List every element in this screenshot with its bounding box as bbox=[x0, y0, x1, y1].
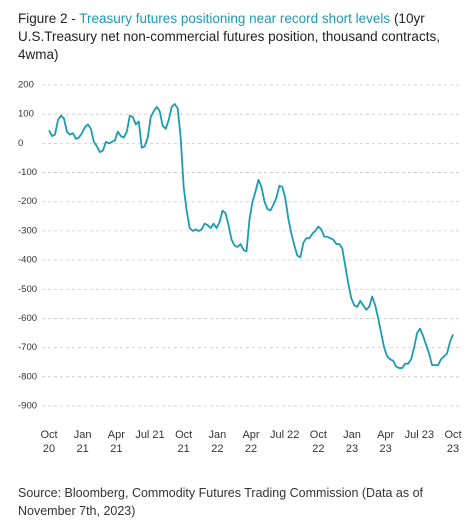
x-tick-label: Apr 23 bbox=[377, 429, 395, 455]
source-note: Source: Bloomberg, Commodity Futures Tra… bbox=[18, 486, 424, 518]
y-tick-label: -600 bbox=[18, 313, 37, 324]
y-tick-label: 0 bbox=[18, 138, 23, 149]
y-tick-label: -900 bbox=[18, 401, 37, 412]
y-tick-label: -300 bbox=[18, 225, 37, 236]
x-tick-label: Oct 21 bbox=[175, 429, 193, 455]
y-tick-label: -500 bbox=[18, 284, 37, 295]
x-tick-label: Jan 23 bbox=[343, 429, 361, 455]
x-tick-label: Jul 23 bbox=[404, 429, 434, 441]
y-tick-label: -200 bbox=[18, 196, 37, 207]
y-tick-label: -700 bbox=[18, 342, 37, 353]
x-tick-label: Oct 20 bbox=[40, 429, 58, 455]
x-tick-label: Apr 22 bbox=[242, 429, 260, 455]
title-prefix: Figure 2 - bbox=[18, 11, 80, 26]
x-tick-label: Oct 23 bbox=[444, 429, 462, 455]
x-tick-label: Oct 22 bbox=[309, 429, 327, 455]
subtitle: (10yr U.S.Treasury net non-commercial fu… bbox=[18, 11, 440, 62]
y-tick-label: -100 bbox=[18, 167, 37, 178]
y-tick-label: 100 bbox=[18, 109, 34, 120]
x-tick-label: Jul 22 bbox=[269, 429, 300, 441]
y-tick-label: -400 bbox=[18, 255, 37, 266]
y-tick-label: 200 bbox=[18, 80, 34, 91]
x-tick-label: Jan 22 bbox=[208, 429, 227, 455]
title-main: Treasury futures positioning near record… bbox=[79, 11, 391, 26]
data-line bbox=[48, 103, 454, 369]
chart-title: Figure 2 - Treasury futures positioning … bbox=[18, 10, 463, 64]
x-tick-label: Jul 21 bbox=[135, 429, 165, 441]
y-tick-label: -800 bbox=[18, 371, 37, 382]
x-tick-label: Jan 21 bbox=[73, 429, 92, 455]
x-tick-label: Apr 21 bbox=[107, 429, 125, 455]
